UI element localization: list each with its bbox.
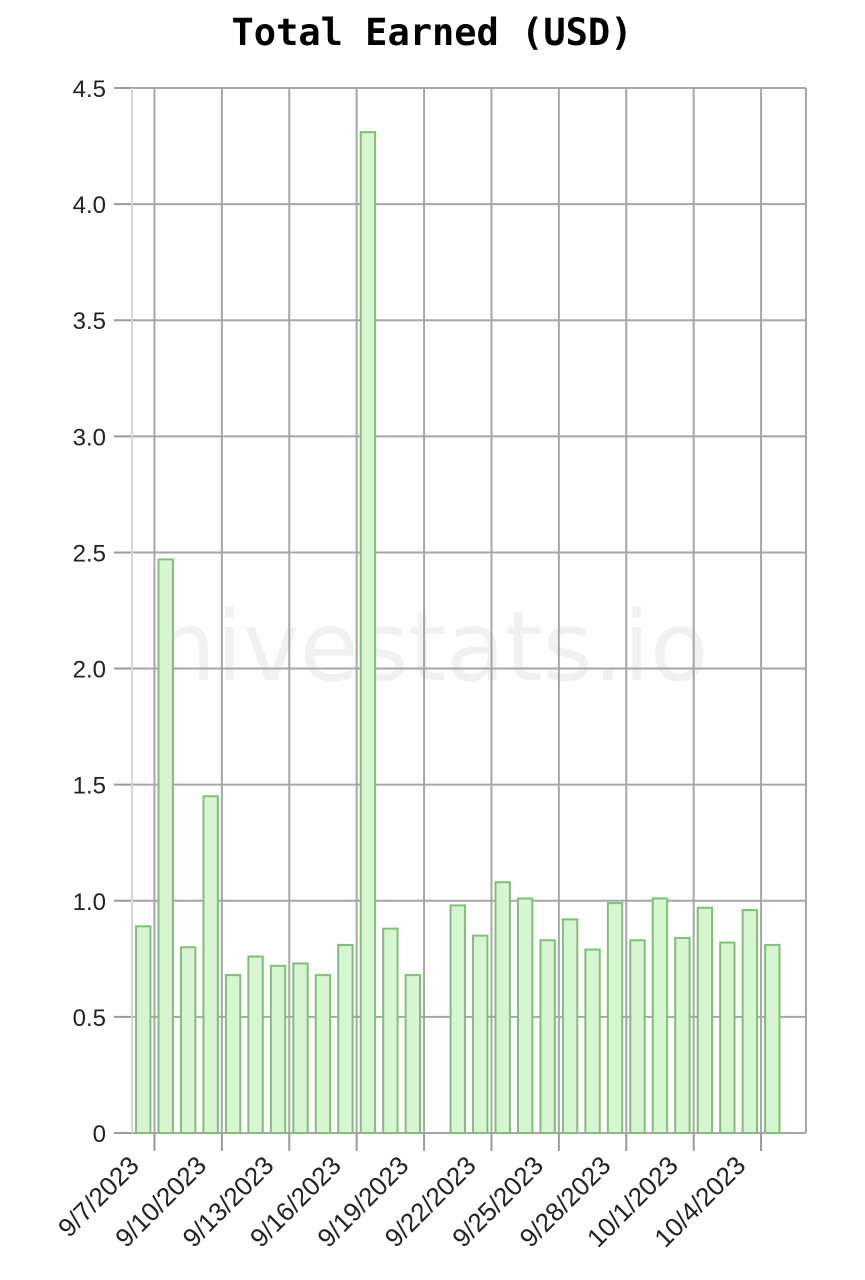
bar[interactable]: 9/12/2023: 0.76 <box>247 955 264 1134</box>
y-tick-label: 0.5 <box>73 1005 106 1032</box>
axes <box>114 87 763 1151</box>
bar[interactable]: 10/1/2023: 0.84 <box>674 936 691 1135</box>
bar[interactable]: 9/24/2023: 1.01 <box>516 897 534 1135</box>
y-tick-label: 1.0 <box>73 889 106 916</box>
bar[interactable]: 9/13/2023: 0.72 <box>269 964 287 1134</box>
bar[interactable]: 10/4/2023: 0.96 <box>741 909 759 1134</box>
bar[interactable]: 9/28/2023: 0.99 <box>606 902 624 1134</box>
chart-title: Total Earned (USD) <box>232 11 633 54</box>
bar[interactable]: 9/26/2023: 0.92 <box>561 918 579 1134</box>
y-tick-label: 4.0 <box>73 192 106 219</box>
bar[interactable]: 9/15/2023: 0.68 <box>314 974 332 1134</box>
bar[interactable]: 9/17/2023: 4.31 <box>359 131 377 1135</box>
bar[interactable]: 9/29/2023: 0.83 <box>629 939 646 1134</box>
y-tick-label: 2.5 <box>73 540 106 567</box>
y-tick-label: 2.0 <box>73 657 106 684</box>
y-tick-label: 4.5 <box>73 76 106 103</box>
watermark: hivestats.io <box>155 591 708 703</box>
bar[interactable]: 9/10/2023: 1.45 <box>202 795 219 1134</box>
bar[interactable]: 9/27/2023: 0.79 <box>584 948 601 1134</box>
bar[interactable]: 9/14/2023: 0.73 <box>292 962 309 1134</box>
y-tick-label: 1.5 <box>73 773 106 800</box>
bar[interactable]: 9/9/2023: 0.8 <box>179 946 197 1134</box>
grid-lines <box>132 87 807 1134</box>
bar[interactable]: 9/18/2023: 0.88 <box>382 927 399 1135</box>
bar[interactable]: 9/8/2023: 2.47 <box>157 558 174 1134</box>
bar[interactable]: 9/16/2023: 0.81 <box>337 943 354 1135</box>
bar[interactable]: 9/7/2023: 0.89 <box>135 925 152 1134</box>
y-tick-label: 3.5 <box>73 308 106 335</box>
bar[interactable]: 9/22/2023: 0.85 <box>472 934 489 1134</box>
y-tick-label: 0 <box>93 1121 106 1148</box>
bar[interactable]: 9/19/2023: 0.68 <box>404 974 422 1134</box>
y-tick-label: 3.0 <box>73 424 106 451</box>
bar[interactable]: 9/30/2023: 1.01 <box>651 897 669 1135</box>
bar-series: 9/7/2023: 0.89 9/8/2023: 2.47 9/9/2023: 0.… <box>135 131 781 1135</box>
bar[interactable]: 9/23/2023: 1.08 <box>494 881 511 1135</box>
bar[interactable]: 9/11/2023: 0.68 <box>224 974 242 1134</box>
bar[interactable]: 9/21/2023: 0.98 <box>449 904 466 1135</box>
bar[interactable]: 10/3/2023: 0.82 <box>719 941 736 1134</box>
bar[interactable]: 10/2/2023: 0.97 <box>696 906 714 1134</box>
bar[interactable]: 9/25/2023: 0.83 <box>539 939 556 1134</box>
bar[interactable]: 10/5/2023: 0.81 <box>764 943 781 1135</box>
